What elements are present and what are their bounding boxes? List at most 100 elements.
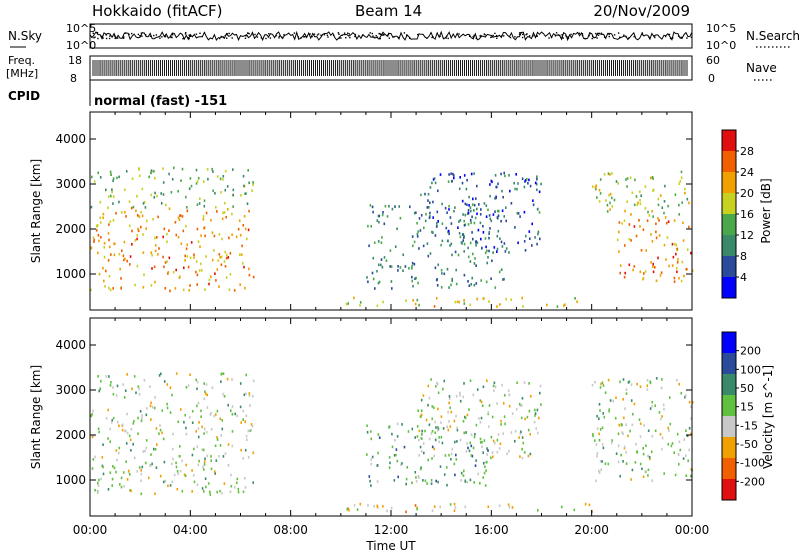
velocity-cell	[501, 383, 503, 387]
velocity-cell	[433, 447, 436, 451]
power-cell	[611, 205, 614, 208]
noise-search-point	[113, 35, 116, 37]
power-cell	[198, 202, 201, 205]
power-cell	[148, 175, 150, 179]
power-cell	[609, 192, 612, 196]
velocity-cell	[189, 373, 191, 377]
power-cell	[499, 237, 501, 240]
velocity-cell	[620, 453, 622, 457]
power-cell	[243, 184, 245, 188]
velocity-cell	[138, 393, 141, 396]
velocity-cell	[220, 434, 222, 437]
velocity-cell	[115, 449, 118, 452]
velocity-cell	[447, 428, 450, 432]
noise-search-point	[388, 32, 390, 35]
power-cell	[242, 174, 245, 178]
velocity-cell	[160, 372, 162, 376]
noise-search-point	[369, 32, 371, 34]
noise-search-point	[617, 32, 620, 34]
noise-search-point	[446, 35, 448, 37]
power-cell	[469, 260, 472, 263]
noise-search-point	[484, 34, 486, 36]
power-cell	[123, 258, 125, 262]
power-cell	[186, 255, 189, 258]
power-cell	[619, 271, 621, 275]
velocity-cell	[159, 424, 161, 427]
velocity-cell	[479, 421, 482, 424]
velocity-cell	[649, 457, 651, 461]
power-cell	[678, 182, 681, 185]
power-cell	[467, 255, 470, 259]
velocity-cell	[175, 372, 178, 375]
power-cell	[173, 166, 175, 170]
velocity-cell	[669, 422, 672, 426]
power-cell	[213, 234, 216, 238]
velocity-cell	[130, 449, 132, 452]
noise-search-point	[199, 32, 201, 34]
velocity-cell	[142, 450, 145, 453]
velocity-cell	[685, 474, 688, 477]
noise-search-point	[525, 34, 527, 36]
power-cell	[134, 239, 137, 242]
velocity-cell	[127, 469, 130, 473]
power-cell	[433, 305, 436, 308]
velocity-cell	[149, 404, 152, 408]
noise-search-point	[188, 37, 190, 40]
noise-search-point	[653, 35, 656, 37]
velocity-cell	[617, 432, 620, 436]
velocity-cell	[539, 384, 542, 388]
velocity-cell	[682, 457, 685, 460]
velocity-cell	[132, 422, 135, 425]
velocity-cell	[93, 434, 95, 437]
power-cell	[497, 229, 500, 233]
velocity-cell	[464, 416, 467, 420]
power-cell	[208, 282, 210, 286]
noise-search-point	[472, 36, 474, 38]
power-cell	[503, 171, 505, 175]
power-cell	[128, 200, 131, 203]
noise-search-point	[297, 36, 300, 38]
colorbar-tick-label: 24	[740, 166, 754, 179]
noise-search-point	[247, 32, 249, 34]
noise-search-point	[171, 36, 173, 39]
power-cell	[630, 213, 632, 216]
power-cell	[399, 266, 402, 269]
power-cell	[95, 224, 98, 228]
velocity-cell	[222, 372, 225, 375]
velocity-cell	[427, 403, 429, 407]
colorbar-tick-label: 8	[740, 250, 747, 263]
power-cell	[451, 179, 453, 183]
power-cell	[489, 183, 491, 186]
velocity-cell	[203, 460, 206, 463]
power-cell	[140, 210, 142, 214]
power-cell	[90, 246, 93, 250]
velocity-cell	[391, 445, 394, 449]
velocity-cell	[533, 420, 536, 424]
velocity-cell	[438, 440, 440, 444]
power-cell	[478, 203, 480, 206]
velocity-cell	[507, 389, 510, 393]
velocity-cell	[133, 456, 136, 460]
velocity-cell	[121, 428, 124, 432]
noise-search-point	[603, 36, 606, 38]
velocity-cell	[466, 442, 468, 445]
velocity-cell	[207, 482, 210, 485]
velocity-cell	[396, 459, 399, 463]
power-cell	[186, 206, 188, 209]
power-cell	[514, 187, 516, 191]
velocity-cell	[396, 422, 399, 426]
power-cell	[422, 244, 425, 248]
power-cell	[380, 258, 383, 261]
velocity-cell	[631, 468, 634, 472]
noise-search-point	[559, 34, 561, 37]
velocity-cell	[175, 461, 177, 465]
velocity-cell	[448, 395, 451, 398]
power-cell	[152, 218, 154, 221]
velocity-cell	[179, 408, 182, 411]
noise-search-point	[164, 36, 166, 38]
colorbar-segment	[722, 277, 736, 298]
velocity-cell	[646, 384, 649, 387]
velocity-cell	[113, 466, 116, 470]
power-cell	[437, 220, 439, 223]
power-cell	[429, 201, 431, 205]
